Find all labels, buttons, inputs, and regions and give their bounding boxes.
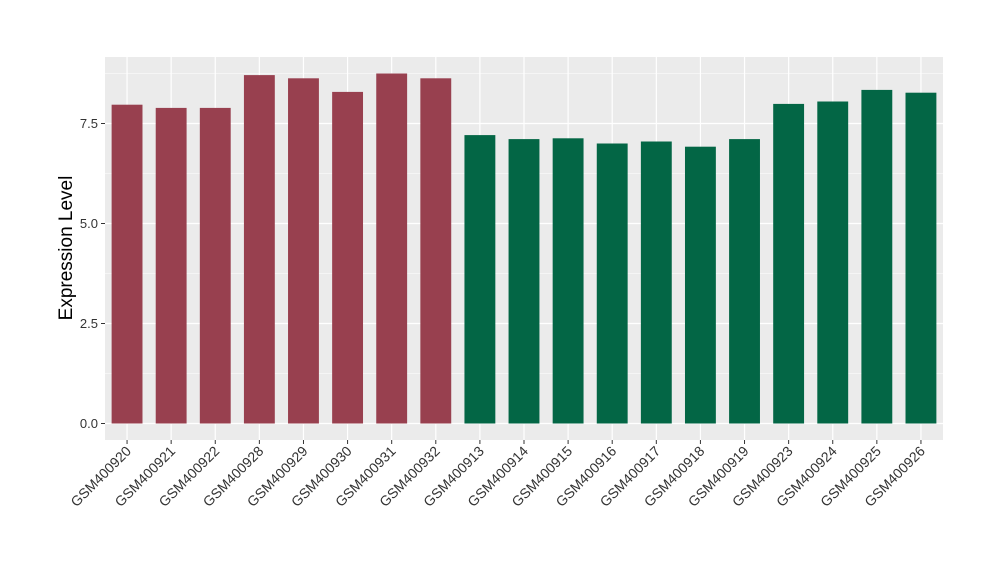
bars bbox=[111, 73, 937, 424]
y-tick-label: 0.0 bbox=[80, 416, 98, 431]
bar-GSM400932 bbox=[420, 78, 452, 424]
bar-GSM400918 bbox=[684, 146, 716, 424]
y-axis-title: Expression Level bbox=[56, 176, 77, 321]
bar-GSM400923 bbox=[773, 103, 805, 424]
bar-GSM400924 bbox=[817, 101, 849, 424]
bar-GSM400920 bbox=[111, 104, 143, 424]
bar-GSM400930 bbox=[332, 91, 364, 424]
bar-GSM400929 bbox=[288, 78, 319, 424]
bar-GSM400928 bbox=[243, 75, 275, 424]
bar-GSM400922 bbox=[199, 107, 231, 424]
bar-GSM400915 bbox=[552, 138, 584, 424]
y-axis: 0.0 2.5 5.0 7.5 bbox=[80, 116, 105, 431]
bar-GSM400914 bbox=[508, 139, 540, 424]
bar-GSM400921 bbox=[155, 107, 187, 424]
y-tick-label: 5.0 bbox=[80, 216, 98, 231]
bar-GSM400917 bbox=[640, 141, 672, 424]
x-axis: GSM400920GSM400921GSM400922GSM400928GSM4… bbox=[67, 440, 928, 510]
bar-GSM400925 bbox=[861, 89, 893, 424]
y-tick-label: 2.5 bbox=[80, 316, 98, 331]
bar-GSM400916 bbox=[596, 143, 628, 424]
bar-GSM400913 bbox=[464, 135, 496, 424]
bar-GSM400926 bbox=[905, 92, 937, 424]
bar-GSM400931 bbox=[376, 73, 408, 424]
y-tick-label: 7.5 bbox=[80, 116, 98, 131]
bar-GSM400919 bbox=[729, 139, 760, 424]
